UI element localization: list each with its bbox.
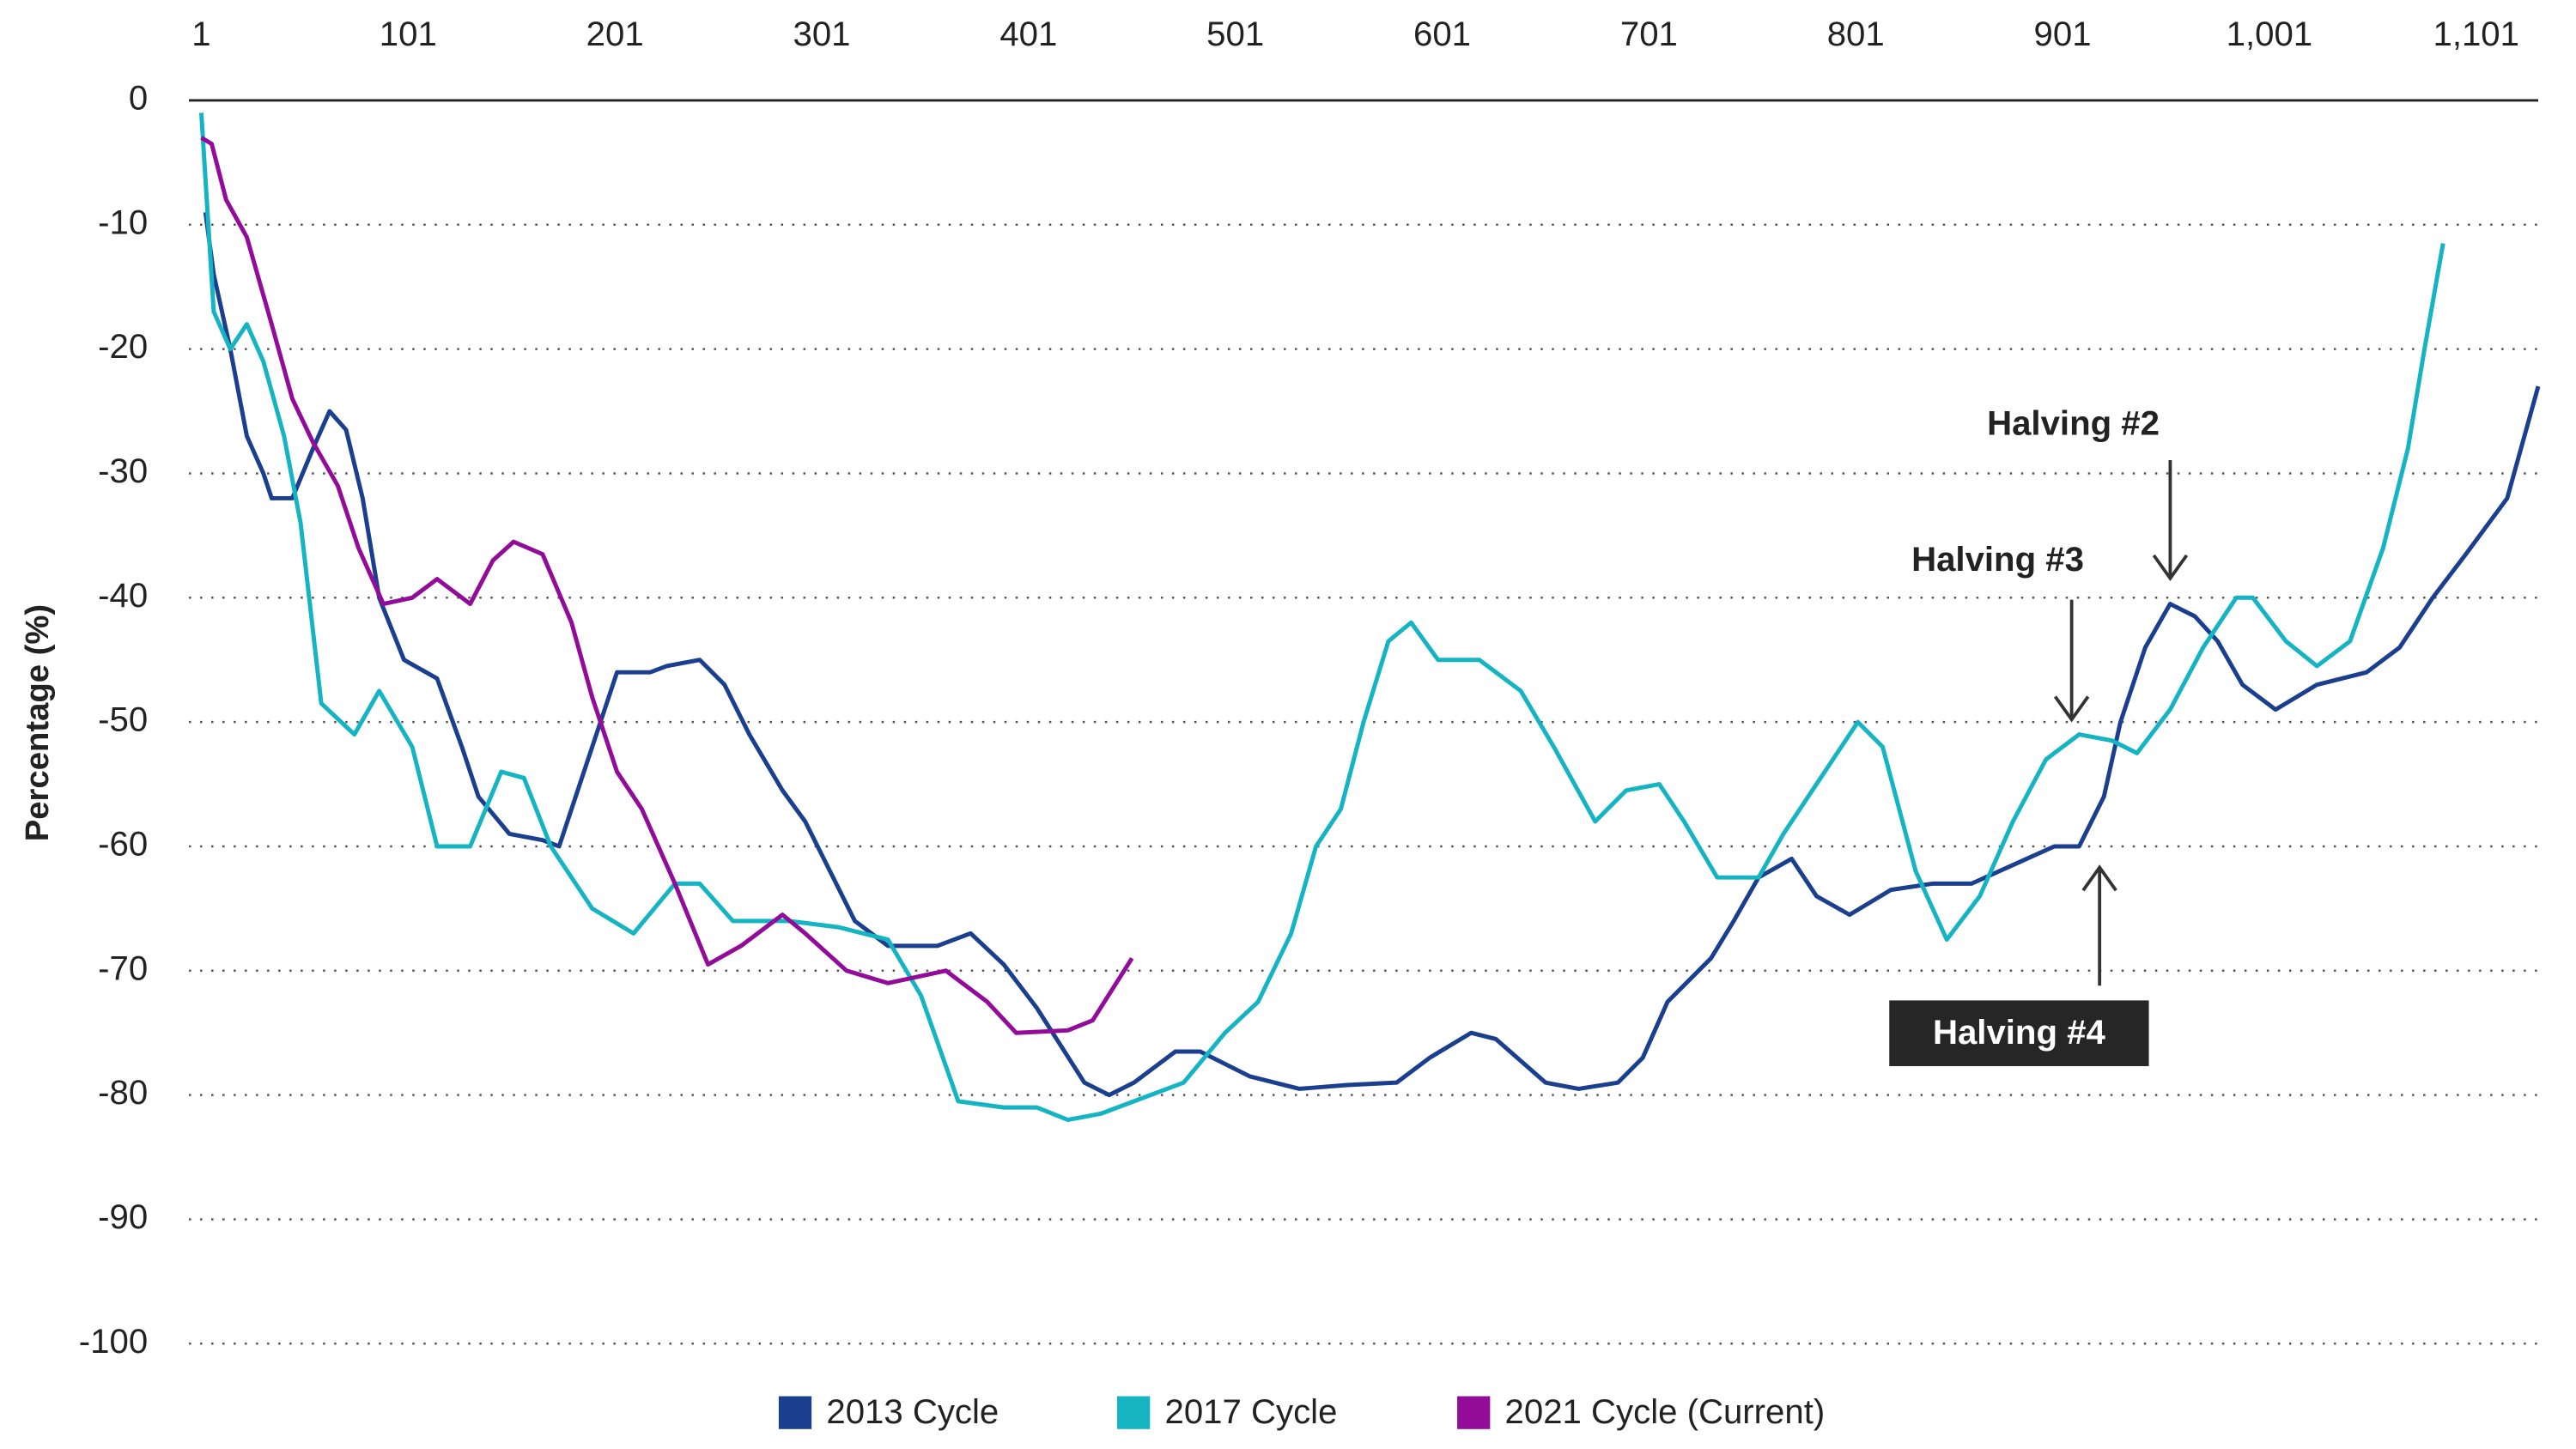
x-tick-label: 701 [1620,15,1678,53]
x-tick-label: 401 [999,15,1057,53]
x-tick-label: 201 [586,15,644,53]
y-tick-label: -30 [98,452,148,490]
x-tick-label: 101 [380,15,437,53]
y-tick-label: -40 [98,576,148,615]
line-series [200,136,1134,1035]
y-tick-label: -10 [98,203,148,241]
legend-label: 2013 Cycle [826,1392,999,1431]
legend-swatch [778,1396,812,1429]
legend-swatch [1117,1396,1151,1429]
y-axis-label: Percentage (%) [19,604,56,841]
x-tick-label: 501 [1206,15,1264,53]
annotation-box [1889,1000,2149,1066]
legend-swatch [1457,1396,1491,1429]
x-tick-label: 601 [1413,15,1471,53]
line-series [198,112,2445,1123]
annotation-arrowhead [2053,695,2090,723]
y-tick-label: -90 [98,1197,148,1236]
y-tick-label: -80 [98,1073,148,1112]
annotation: Halving #3 [1911,540,2084,579]
x-tick-label: 301 [793,15,851,53]
x-tick-label: 901 [2034,15,2092,53]
y-tick-label: 0 [129,79,148,118]
x-tick-label: 801 [1827,15,1885,53]
legend-label: 2021 Cycle (Current) [1505,1392,1826,1431]
annotation: Halving #2 [1987,403,2160,442]
y-tick-label: -60 [98,825,148,864]
annotation: Halving #4 [1933,1013,2106,1052]
legend-label: 2017 Cycle [1165,1392,1338,1431]
y-tick-label: -20 [98,327,148,366]
y-tick-label: -70 [98,949,148,987]
y-tick-label: -50 [98,700,148,739]
annotation-arrowhead [2081,864,2117,892]
x-tick-label: 1,001 [2227,15,2313,53]
annotation-arrowhead [2152,554,2189,582]
x-tick-label: 1 [191,15,210,53]
line-series [203,211,2541,1098]
y-tick-label: -100 [79,1322,148,1361]
x-tick-label: 1,101 [2433,15,2519,53]
